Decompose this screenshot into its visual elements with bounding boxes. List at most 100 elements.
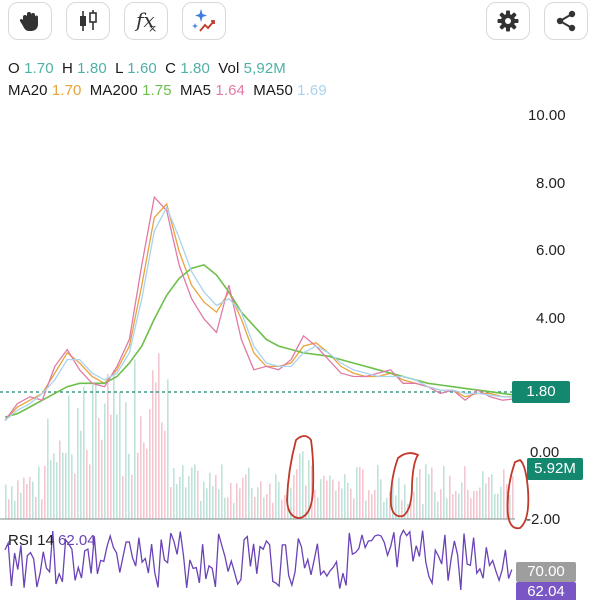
volume-bar xyxy=(353,498,355,519)
ma200-label: MA200 xyxy=(89,82,138,99)
volume-bars xyxy=(5,353,514,519)
volume-bar xyxy=(20,492,22,519)
volume-bar xyxy=(176,484,178,519)
volume-bar xyxy=(461,482,463,519)
rsi-legend: RSI 14 62.04 xyxy=(8,532,96,549)
ma20-line xyxy=(4,202,515,421)
rsi-panel xyxy=(4,528,513,591)
volume-bar xyxy=(383,501,385,519)
volume-bar xyxy=(128,453,130,519)
chart-type-button[interactable] xyxy=(66,2,110,40)
volume-bar xyxy=(194,464,196,519)
volume-bar xyxy=(479,487,481,519)
volume-bar xyxy=(281,499,283,519)
indicators-button[interactable]: fx × xyxy=(124,2,168,40)
volume-bar xyxy=(191,467,193,519)
volume-bar xyxy=(503,469,505,519)
volume-bar xyxy=(323,475,325,519)
volume-bar xyxy=(296,469,298,519)
volume-bar xyxy=(158,353,160,519)
volume-bar xyxy=(161,422,163,519)
volume-bar xyxy=(371,494,373,519)
ma5-label: MA5 xyxy=(179,82,212,99)
volume-bar xyxy=(275,474,277,519)
low-value: 1.60 xyxy=(127,60,157,77)
chart-toolbar: fx × xyxy=(0,0,600,50)
high-value: 1.80 xyxy=(77,60,107,77)
volume-bar xyxy=(143,442,145,519)
volume-bar xyxy=(47,418,49,519)
volume-bar xyxy=(290,487,292,519)
rsi-label: RSI 14 xyxy=(8,532,54,549)
volume-bar xyxy=(311,465,313,519)
volume-bar xyxy=(245,474,247,519)
volume-bar xyxy=(359,467,361,519)
volume-bar xyxy=(65,453,67,519)
volume-bar xyxy=(344,474,346,519)
volume-bar xyxy=(71,454,73,519)
volume-bar xyxy=(23,477,25,519)
volume-bar xyxy=(62,452,64,519)
volume-bar xyxy=(500,486,502,519)
volume-bar xyxy=(449,475,451,519)
ma20-label: MA20 xyxy=(8,82,48,99)
gear-icon xyxy=(497,10,519,32)
volume-bar xyxy=(455,491,457,519)
share-button[interactable] xyxy=(544,2,588,40)
volume-bar xyxy=(302,451,304,519)
settings-button[interactable] xyxy=(486,2,530,40)
volume-bar xyxy=(491,474,493,519)
open-label: O xyxy=(8,60,20,77)
volume-bar xyxy=(374,489,376,519)
volume-bar xyxy=(509,495,511,519)
volume-bar xyxy=(53,453,55,519)
volume-bar xyxy=(395,495,397,519)
volume-bar xyxy=(368,490,370,519)
volume-bar xyxy=(299,453,301,519)
ai-analysis-button[interactable] xyxy=(182,2,226,40)
volume-bar xyxy=(410,500,412,519)
volume-bar xyxy=(425,464,427,519)
volume-bar xyxy=(398,477,400,519)
volume-bar xyxy=(17,480,19,519)
volume-bar xyxy=(44,465,46,519)
function-icon: fx × xyxy=(134,8,157,35)
volume-bar xyxy=(365,500,367,519)
rsi-line xyxy=(4,528,513,591)
volume-bar xyxy=(305,485,307,519)
volume-bar xyxy=(125,402,127,519)
volume-bar xyxy=(233,503,235,519)
volume-bar xyxy=(434,491,436,519)
volume-bar xyxy=(224,497,226,519)
volume-bar xyxy=(332,479,334,519)
volume-bar xyxy=(338,481,340,519)
volume-bar xyxy=(116,414,118,519)
volume-bar xyxy=(11,486,13,519)
draw-tool-button[interactable] xyxy=(8,2,52,40)
volume-bar xyxy=(419,469,421,519)
volume-bar xyxy=(107,373,109,519)
price-chart[interactable] xyxy=(0,100,600,600)
volume-bar xyxy=(443,466,445,519)
volume-bar xyxy=(467,489,469,519)
volume-bar xyxy=(422,503,424,519)
volume-bar xyxy=(182,465,184,519)
ma20-value: 1.70 xyxy=(51,82,82,99)
volume-bar xyxy=(452,494,454,519)
close-label: C xyxy=(165,60,177,77)
volume-value: 5,92M xyxy=(243,60,286,77)
volume-bar xyxy=(83,386,85,519)
volume-bar xyxy=(326,480,328,519)
y-tick-label: 4.00 xyxy=(536,310,566,327)
volume-bar xyxy=(35,497,37,519)
y-tick-label: 8.00 xyxy=(536,175,566,192)
volume-bar xyxy=(221,464,223,519)
high-label: H xyxy=(61,60,73,77)
volume-bar xyxy=(317,497,319,519)
volume-bar xyxy=(485,483,487,519)
volume-bar xyxy=(113,370,115,519)
volume-bar xyxy=(401,500,403,519)
volume-bar xyxy=(263,497,265,519)
current-volume-badge: 5.92M xyxy=(527,458,583,480)
volume-bar xyxy=(446,498,448,519)
